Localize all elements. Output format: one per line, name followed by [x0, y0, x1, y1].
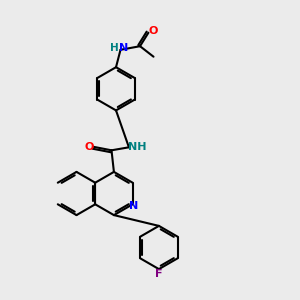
- Text: NH: NH: [128, 142, 147, 152]
- Text: N: N: [119, 43, 128, 53]
- Text: H: H: [110, 43, 119, 53]
- Text: O: O: [148, 26, 158, 36]
- Text: N: N: [129, 201, 138, 211]
- Text: F: F: [155, 269, 163, 279]
- Text: O: O: [84, 142, 93, 152]
